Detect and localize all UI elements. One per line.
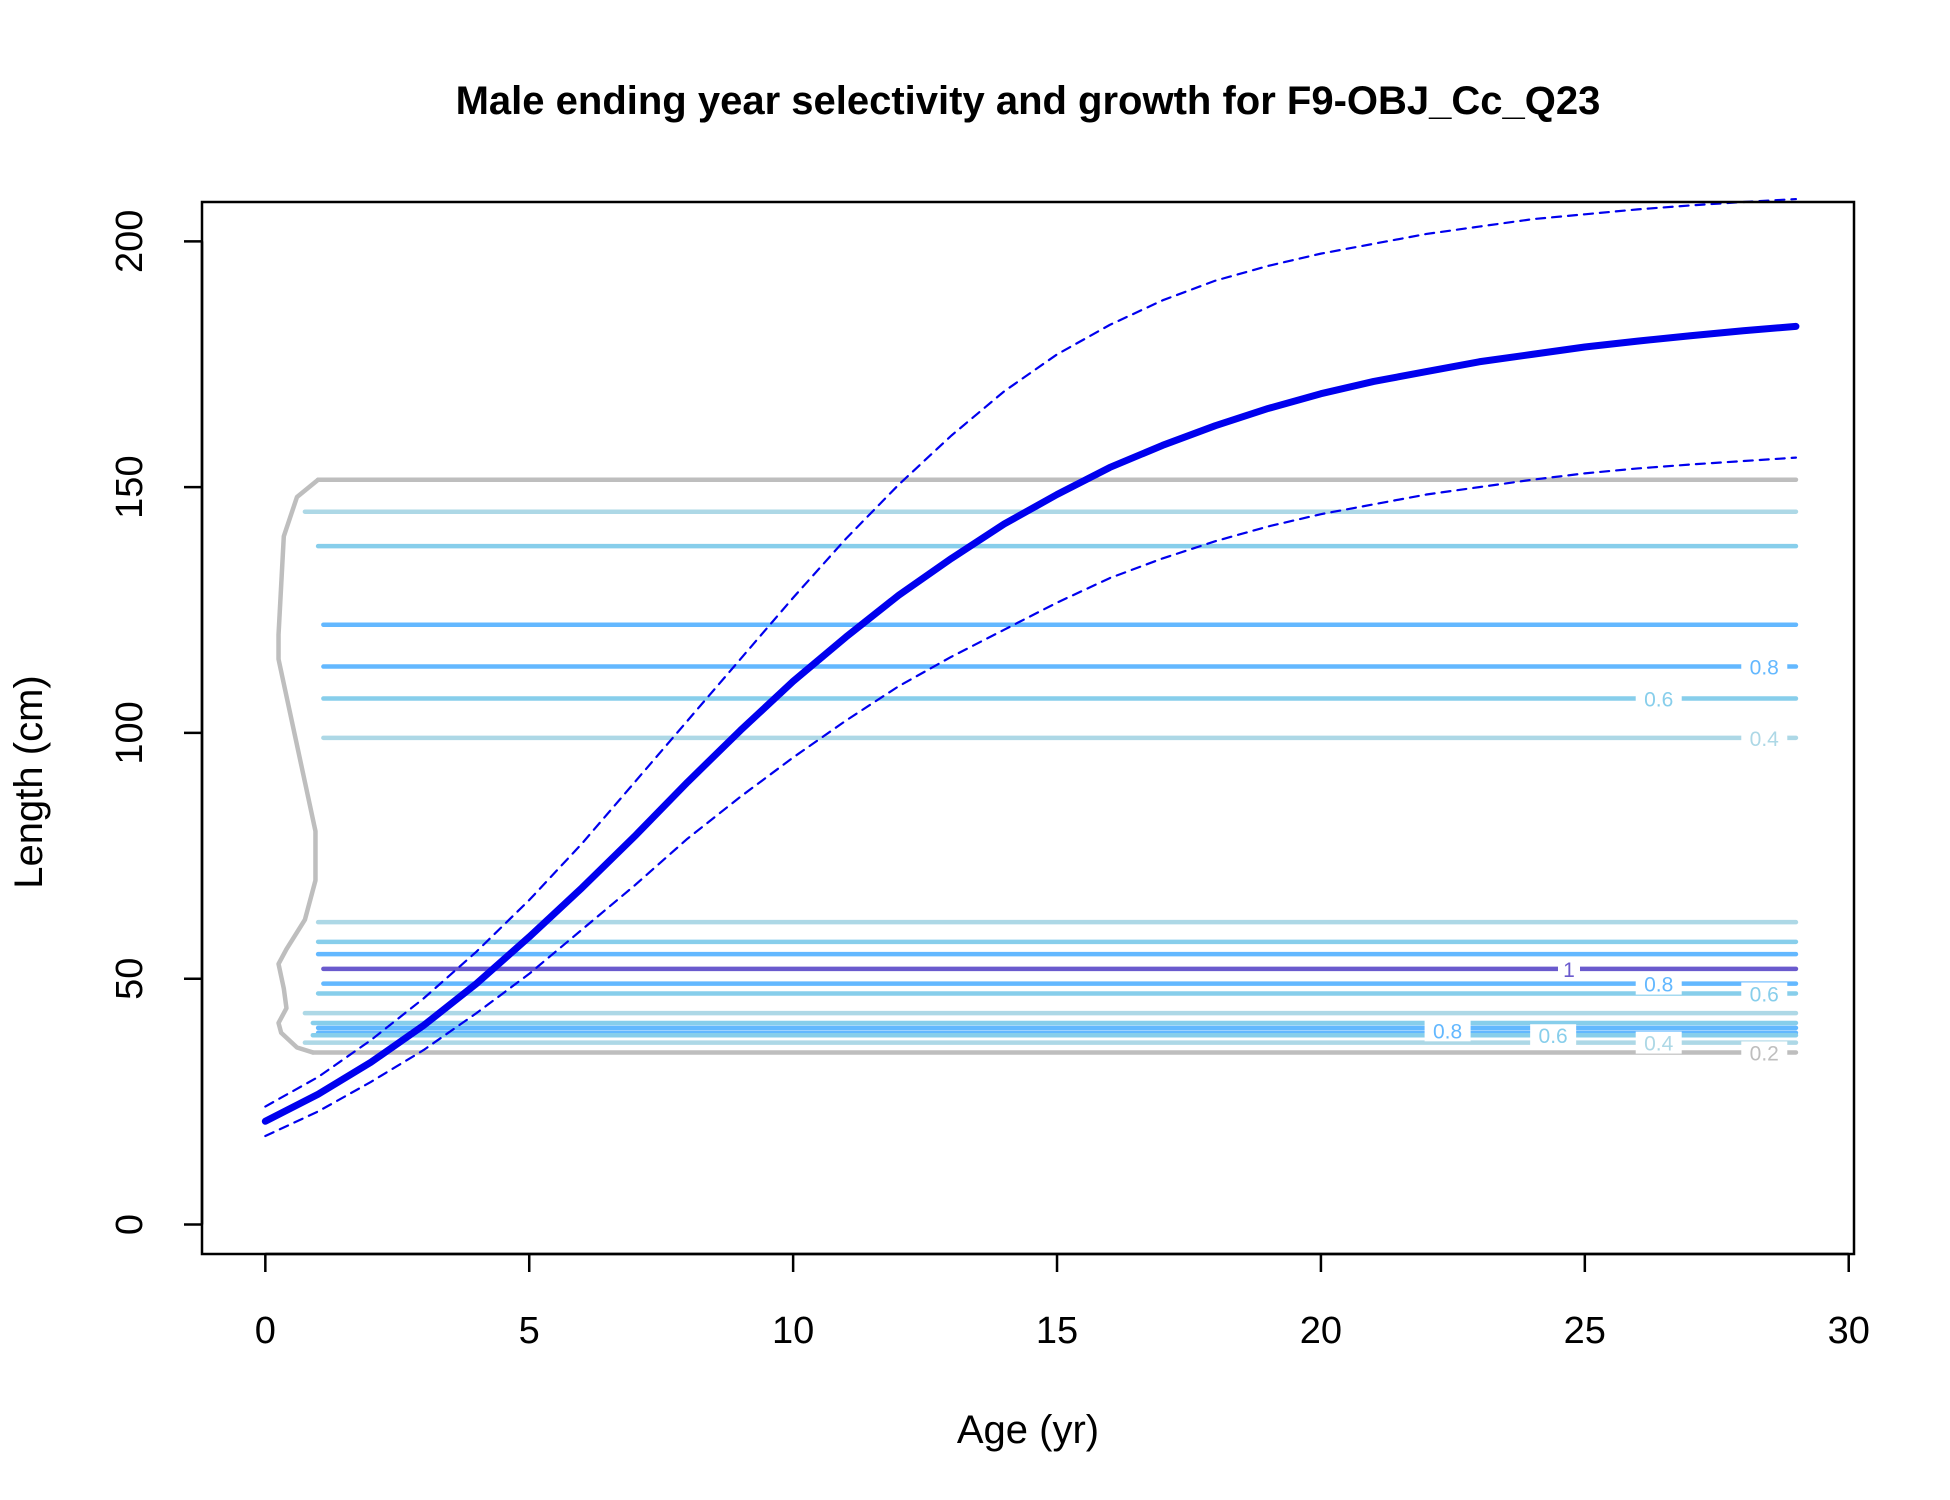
contour-label-background bbox=[1741, 1041, 1788, 1064]
contour-label-9: 0.2 bbox=[1750, 1042, 1779, 1065]
contour-label-3: 1 bbox=[1563, 959, 1575, 982]
x-tick-label: 30 bbox=[1828, 1310, 1870, 1352]
contour-layer: 0.8 0.6 0.4 1 0.8 0.6 0.8 0.6 0.4 0.2 bbox=[276, 477, 1799, 1065]
contour-label-0: 0.8 bbox=[1750, 657, 1779, 680]
contour-label-background bbox=[1741, 655, 1788, 678]
growth-series-layer bbox=[261, 197, 1800, 1138]
contour-label-background bbox=[1635, 1031, 1682, 1054]
growth-lower-line bbox=[264, 456, 1798, 1138]
contour-label-6: 0.8 bbox=[1433, 1020, 1462, 1043]
contour-label-4: 0.8 bbox=[1644, 974, 1673, 997]
x-axis-label: Age (yr) bbox=[957, 1408, 1099, 1452]
contour-label-background bbox=[1741, 982, 1788, 1005]
y-tick-label: 200 bbox=[109, 210, 151, 273]
contour-label-5: 0.6 bbox=[1750, 983, 1779, 1006]
contour-label-7: 0.6 bbox=[1539, 1025, 1568, 1048]
chart-title: Male ending year selectivity and growth … bbox=[456, 79, 1601, 123]
contour-label-background bbox=[1635, 687, 1682, 710]
contour-label-1: 0.6 bbox=[1644, 689, 1673, 712]
y-tick-label: 0 bbox=[109, 1214, 151, 1235]
contour-label-background bbox=[1557, 957, 1580, 980]
x-tick-label: 10 bbox=[772, 1310, 814, 1352]
contour-label-background bbox=[1741, 726, 1788, 749]
y-tick-label: 100 bbox=[109, 701, 151, 764]
y-axis-label: Length (cm) bbox=[7, 675, 51, 888]
contour-label-8: 0.4 bbox=[1644, 1033, 1674, 1056]
growth-upper-line bbox=[264, 197, 1798, 1108]
contour-label-background bbox=[1635, 972, 1682, 995]
contour-label-background bbox=[1530, 1024, 1577, 1047]
plot-frame bbox=[200, 200, 1856, 1256]
contour-outline-line bbox=[276, 477, 321, 1055]
x-tick-label: 20 bbox=[1300, 1310, 1342, 1352]
contour-label-2: 0.4 bbox=[1750, 728, 1780, 751]
x-tick-label: 5 bbox=[519, 1310, 540, 1352]
x-tick-label: 25 bbox=[1564, 1310, 1606, 1352]
contour-label-background bbox=[1424, 1019, 1471, 1042]
x-tick-label: 0 bbox=[255, 1310, 276, 1352]
x-tick-label: 15 bbox=[1036, 1310, 1078, 1352]
y-tick-label: 50 bbox=[109, 958, 151, 1000]
growth-mean-line bbox=[261, 322, 1800, 1125]
y-tick-label: 150 bbox=[109, 455, 151, 518]
